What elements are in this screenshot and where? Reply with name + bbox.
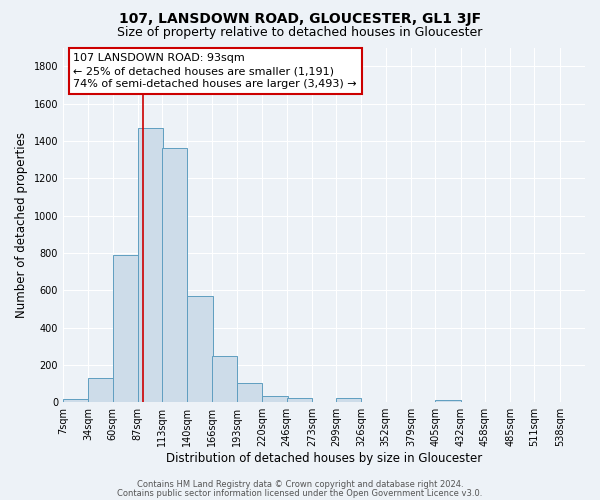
Bar xyxy=(287,398,312,402)
X-axis label: Distribution of detached houses by size in Gloucester: Distribution of detached houses by size … xyxy=(166,452,482,465)
Text: 107 LANSDOWN ROAD: 93sqm
← 25% of detached houses are smaller (1,191)
74% of sem: 107 LANSDOWN ROAD: 93sqm ← 25% of detach… xyxy=(73,53,357,89)
Bar xyxy=(212,356,237,402)
Bar xyxy=(336,398,361,402)
Text: Contains HM Land Registry data © Crown copyright and database right 2024.: Contains HM Land Registry data © Crown c… xyxy=(137,480,463,489)
Bar xyxy=(88,378,113,402)
Text: Contains public sector information licensed under the Open Government Licence v3: Contains public sector information licen… xyxy=(118,488,482,498)
Bar xyxy=(187,296,213,402)
Text: 107, LANSDOWN ROAD, GLOUCESTER, GL1 3JF: 107, LANSDOWN ROAD, GLOUCESTER, GL1 3JF xyxy=(119,12,481,26)
Bar xyxy=(113,254,138,402)
Y-axis label: Number of detached properties: Number of detached properties xyxy=(15,132,28,318)
Text: Size of property relative to detached houses in Gloucester: Size of property relative to detached ho… xyxy=(118,26,482,39)
Bar xyxy=(138,128,163,402)
Bar xyxy=(63,400,88,402)
Bar xyxy=(262,396,287,402)
Bar xyxy=(162,148,187,402)
Bar xyxy=(436,400,461,402)
Bar xyxy=(237,382,262,402)
